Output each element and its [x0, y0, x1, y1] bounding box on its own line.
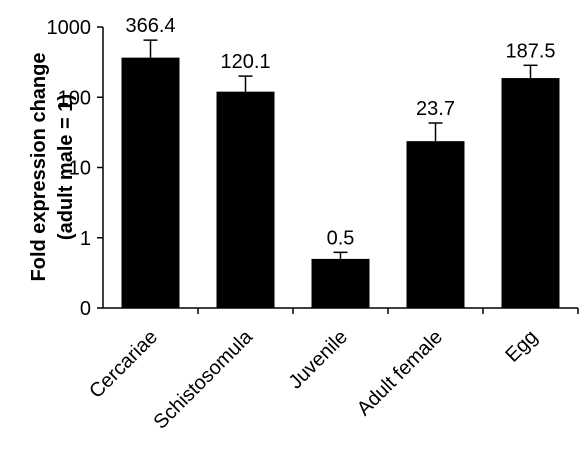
- y-axis-label-line1: Fold expression change: [28, 53, 50, 282]
- y-tick-label: 1: [80, 228, 91, 250]
- y-axis-label-line2: (adult male = 1): [55, 94, 77, 240]
- data-label: 120.1: [220, 51, 270, 73]
- y-tick-label: 100: [58, 87, 91, 109]
- error-bars: [143, 39, 538, 259]
- bars: [121, 57, 560, 309]
- data-label: 0.5: [327, 227, 355, 249]
- y-tick-labels: 0 1 10 100 1000: [47, 17, 92, 320]
- bar: [216, 91, 275, 308]
- y-tick-label: 10: [69, 158, 91, 180]
- x-tick-label: Cercariae: [85, 326, 162, 403]
- x-tick-label: Juvenile: [285, 326, 352, 393]
- bar: [406, 141, 465, 308]
- bar: [501, 78, 560, 309]
- data-label: 366.4: [125, 15, 175, 37]
- x-tick-label: Adult female: [353, 326, 447, 420]
- data-label: 23.7: [416, 98, 455, 120]
- y-tick-label: 1000: [47, 17, 92, 39]
- x-tick-label: Egg: [501, 326, 542, 367]
- bar: [121, 57, 180, 309]
- data-label: 187.5: [505, 40, 555, 62]
- x-tick-label: Schistosomula: [150, 325, 258, 433]
- data-labels: 366.4 120.1 0.5 23.7 187.5: [125, 15, 555, 249]
- bar: [311, 258, 370, 308]
- y-tick-label: 0: [80, 298, 91, 320]
